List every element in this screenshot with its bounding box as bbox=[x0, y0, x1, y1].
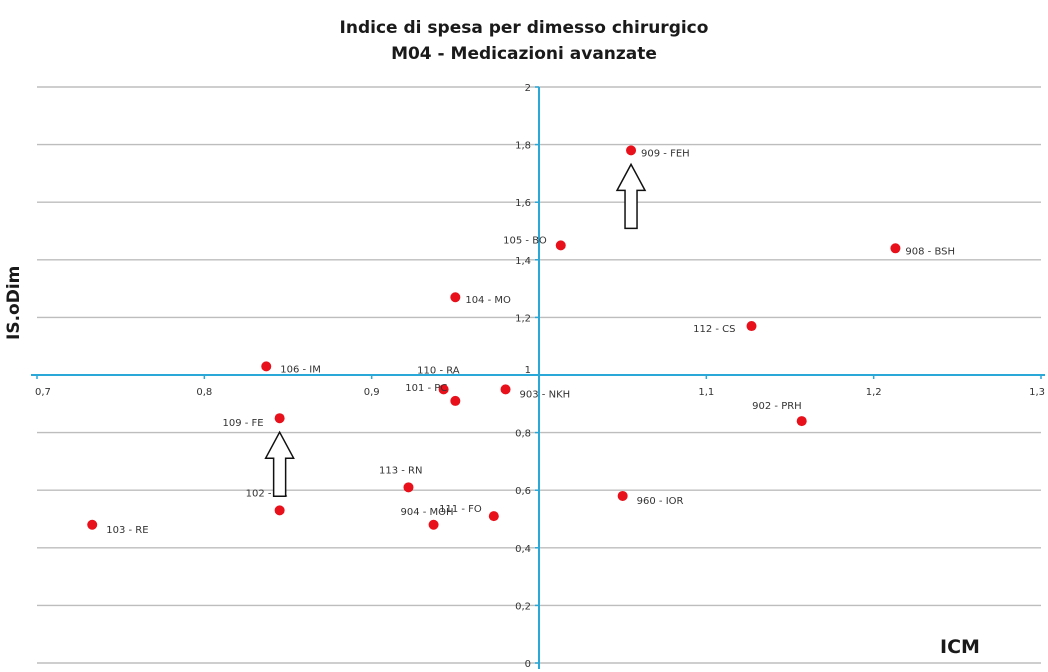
data-label: 101 - PC bbox=[405, 383, 447, 394]
data-label: 903 - NKH bbox=[520, 389, 571, 400]
y-tick-label: 0 bbox=[525, 659, 531, 670]
data-point bbox=[403, 482, 414, 493]
data-point bbox=[500, 384, 511, 395]
y-tick-labels: 0 0,2 0,4 0,6 0,8 1 1,2 1,4 1,6 1,8 2 bbox=[515, 83, 531, 670]
data-label: 102 - PR bbox=[246, 488, 288, 499]
x-tick-label: 1,2 bbox=[866, 387, 882, 398]
data-label: 103 - RE bbox=[106, 525, 148, 536]
data-label: 112 - CS bbox=[693, 324, 735, 335]
x-axis-title: ICM bbox=[940, 636, 980, 658]
x-tick-label: 0,8 bbox=[196, 387, 212, 398]
data-label: 110 - RA bbox=[417, 365, 460, 376]
data-label: 105 - BO bbox=[503, 235, 547, 246]
data-point bbox=[428, 519, 439, 530]
y-tick-label: 0,6 bbox=[515, 486, 531, 497]
data-label: 902 - PRH bbox=[752, 401, 802, 412]
data-label: 904 - MOH bbox=[401, 507, 454, 518]
data-label: 909 - FEH bbox=[641, 148, 690, 159]
y-tick-label: 0,2 bbox=[515, 601, 531, 612]
data-label: 908 - BSH bbox=[905, 246, 955, 257]
y-tick-label: 1,4 bbox=[515, 256, 531, 267]
data-label: 106 - IM bbox=[280, 364, 321, 375]
y-tick-label: 1,8 bbox=[515, 141, 531, 152]
x-tick-label: 0,7 bbox=[35, 387, 51, 398]
data-point bbox=[450, 292, 461, 303]
y-axis-title: IS.oDim bbox=[4, 265, 24, 340]
axes bbox=[31, 86, 1045, 669]
data-point bbox=[274, 505, 285, 516]
data-point bbox=[450, 395, 461, 406]
data-point bbox=[626, 145, 637, 156]
data-label: 109 - FE bbox=[223, 418, 264, 429]
data-point bbox=[555, 240, 566, 251]
x-tick-label: 1,3 bbox=[1029, 387, 1045, 398]
data-label: 111 - FO bbox=[439, 504, 482, 515]
data-point bbox=[87, 519, 98, 530]
y-tick-label: 0,8 bbox=[515, 429, 531, 440]
data-label: 113 - RN bbox=[379, 465, 422, 476]
y-tick-label: 1,6 bbox=[515, 198, 531, 209]
data-point bbox=[890, 243, 901, 254]
arrow-up-annotation bbox=[615, 162, 647, 230]
data-label: 960 - IOR bbox=[637, 496, 684, 507]
annotations bbox=[264, 162, 647, 497]
x-tick-labels: 0,7 0,8 0,9 1,1 1,2 1,3 bbox=[35, 387, 1045, 398]
chart-title: Indice di spesa per dimesso chirurgico bbox=[339, 18, 709, 38]
x-tick-label: 1,1 bbox=[698, 387, 714, 398]
y-tick-label: 1,2 bbox=[515, 313, 531, 324]
data-point bbox=[488, 511, 499, 522]
point-labels: 909 - FEH 105 - BO 908 - BSH 104 - MO 112 - … bbox=[106, 148, 955, 535]
data-point bbox=[796, 416, 807, 427]
y-tick-label: 2 bbox=[525, 83, 531, 94]
y-tick-label: 0,4 bbox=[515, 544, 531, 555]
data-label: 104 - MO bbox=[465, 295, 511, 306]
data-point bbox=[274, 413, 285, 424]
data-point bbox=[617, 490, 628, 501]
data-point bbox=[438, 384, 449, 395]
data-point bbox=[261, 361, 272, 372]
x-tick-label: 0,9 bbox=[364, 387, 380, 398]
arrow-up-annotation bbox=[264, 430, 295, 497]
data-points bbox=[87, 145, 901, 530]
y-tick-label: 1 bbox=[525, 365, 531, 376]
data-point bbox=[746, 321, 757, 332]
chart-subtitle: M04 - Medicazioni avanzate bbox=[391, 44, 657, 64]
